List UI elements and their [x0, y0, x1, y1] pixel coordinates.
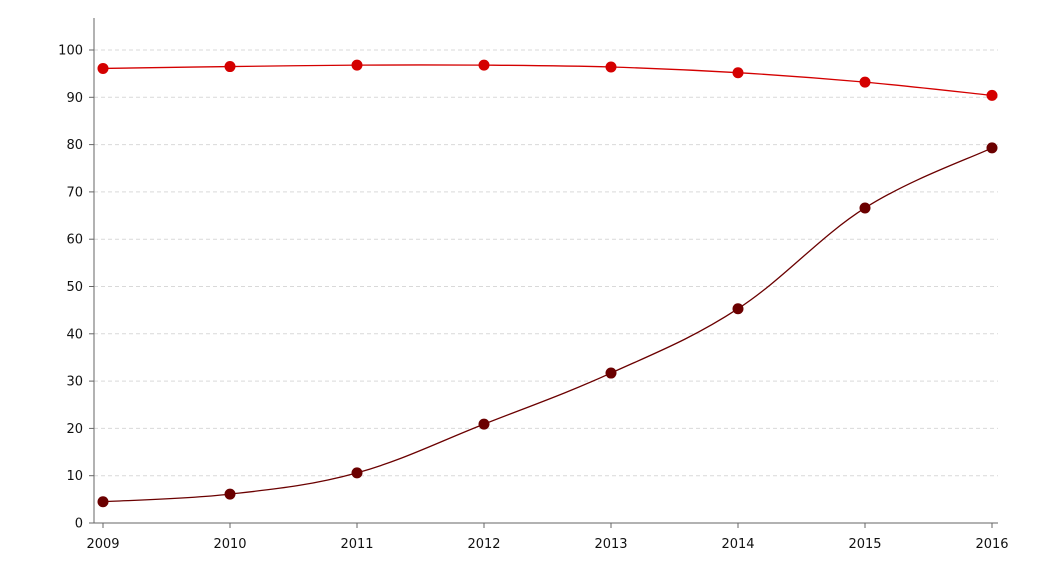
y-tick-label: 80 — [66, 138, 83, 153]
y-tick-label: 20 — [66, 422, 83, 437]
data-point[interactable] — [478, 418, 490, 430]
y-tick-label: 50 — [66, 280, 83, 295]
x-tick-label: 2012 — [467, 537, 500, 552]
y-tick-label: 10 — [66, 469, 83, 484]
y-tick-label: 100 — [58, 44, 83, 59]
data-point[interactable] — [859, 76, 871, 88]
x-tick-label: 2014 — [721, 537, 754, 552]
data-point[interactable] — [478, 59, 490, 71]
x-tick-label: 2011 — [340, 537, 373, 552]
data-point[interactable] — [732, 67, 744, 79]
series-1 — [97, 142, 998, 508]
y-tick-label: 40 — [66, 327, 83, 342]
data-point[interactable] — [224, 61, 236, 73]
data-point[interactable] — [605, 367, 617, 379]
data-point[interactable] — [986, 142, 998, 154]
y-tick-label: 30 — [66, 375, 83, 390]
series-line — [102, 147, 993, 503]
y-tick-label: 70 — [66, 185, 83, 200]
x-tick-label: 2010 — [213, 537, 246, 552]
y-tick-label: 60 — [66, 233, 83, 248]
axis-layer: 0 10 20 30 40 50 60 70 80 90 100 2009 2010 2011 2012 20… — [58, 18, 1009, 552]
data-point[interactable] — [351, 59, 363, 71]
x-tick-label: 2016 — [975, 537, 1008, 552]
data-point[interactable] — [859, 202, 871, 214]
x-tick-label: 2013 — [594, 537, 627, 552]
x-tick-label: 2015 — [848, 537, 881, 552]
series-layer — [97, 59, 998, 508]
y-tick-label: 90 — [66, 91, 83, 106]
data-point[interactable] — [986, 89, 998, 101]
grid-layer — [94, 49, 998, 477]
series-0 — [97, 59, 998, 101]
data-point[interactable] — [732, 303, 744, 315]
data-point[interactable] — [97, 62, 109, 74]
data-point[interactable] — [97, 496, 109, 508]
series-line — [102, 64, 993, 97]
data-point[interactable] — [224, 488, 236, 500]
data-point[interactable] — [605, 61, 617, 73]
y-tick-label: 0 — [75, 517, 83, 532]
x-tick-label: 2009 — [86, 537, 119, 552]
data-point[interactable] — [351, 467, 363, 479]
